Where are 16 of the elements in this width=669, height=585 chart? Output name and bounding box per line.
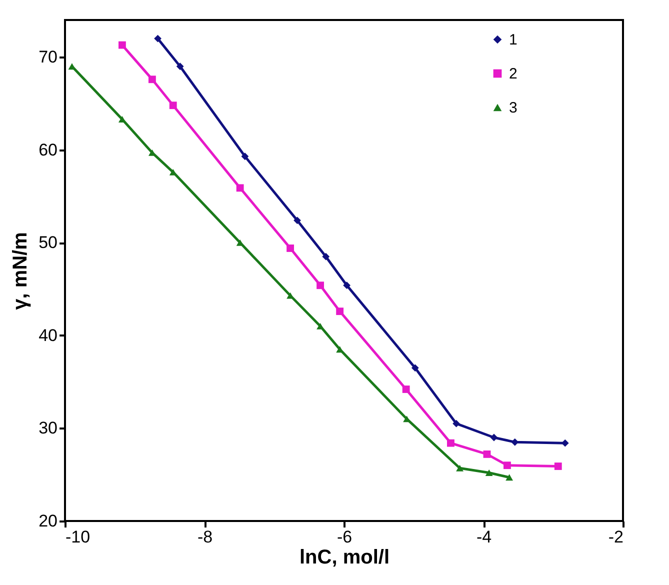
- legend-label: 3: [509, 100, 518, 116]
- legend-label: 2: [509, 66, 518, 82]
- y-axis-title: γ, mN/m: [10, 232, 32, 310]
- x-axis-title: lnC, mol/l: [300, 546, 390, 568]
- x-tick-label: -10: [66, 528, 90, 546]
- y-tick-label: 70: [38, 48, 58, 67]
- x-tick-label: -6: [336, 528, 352, 546]
- y-tick-label: 50: [38, 233, 58, 252]
- y-tick-label: 30: [38, 418, 58, 438]
- y-tick-label: 40: [38, 326, 58, 345]
- x-tick-label: -2: [608, 528, 624, 546]
- y-tick-label: 60: [38, 140, 58, 160]
- y-tick-label: 20: [38, 512, 58, 530]
- x-tick-label: -8: [197, 528, 213, 546]
- legend-label: 1: [509, 32, 518, 48]
- x-tick-label: -4: [476, 528, 492, 546]
